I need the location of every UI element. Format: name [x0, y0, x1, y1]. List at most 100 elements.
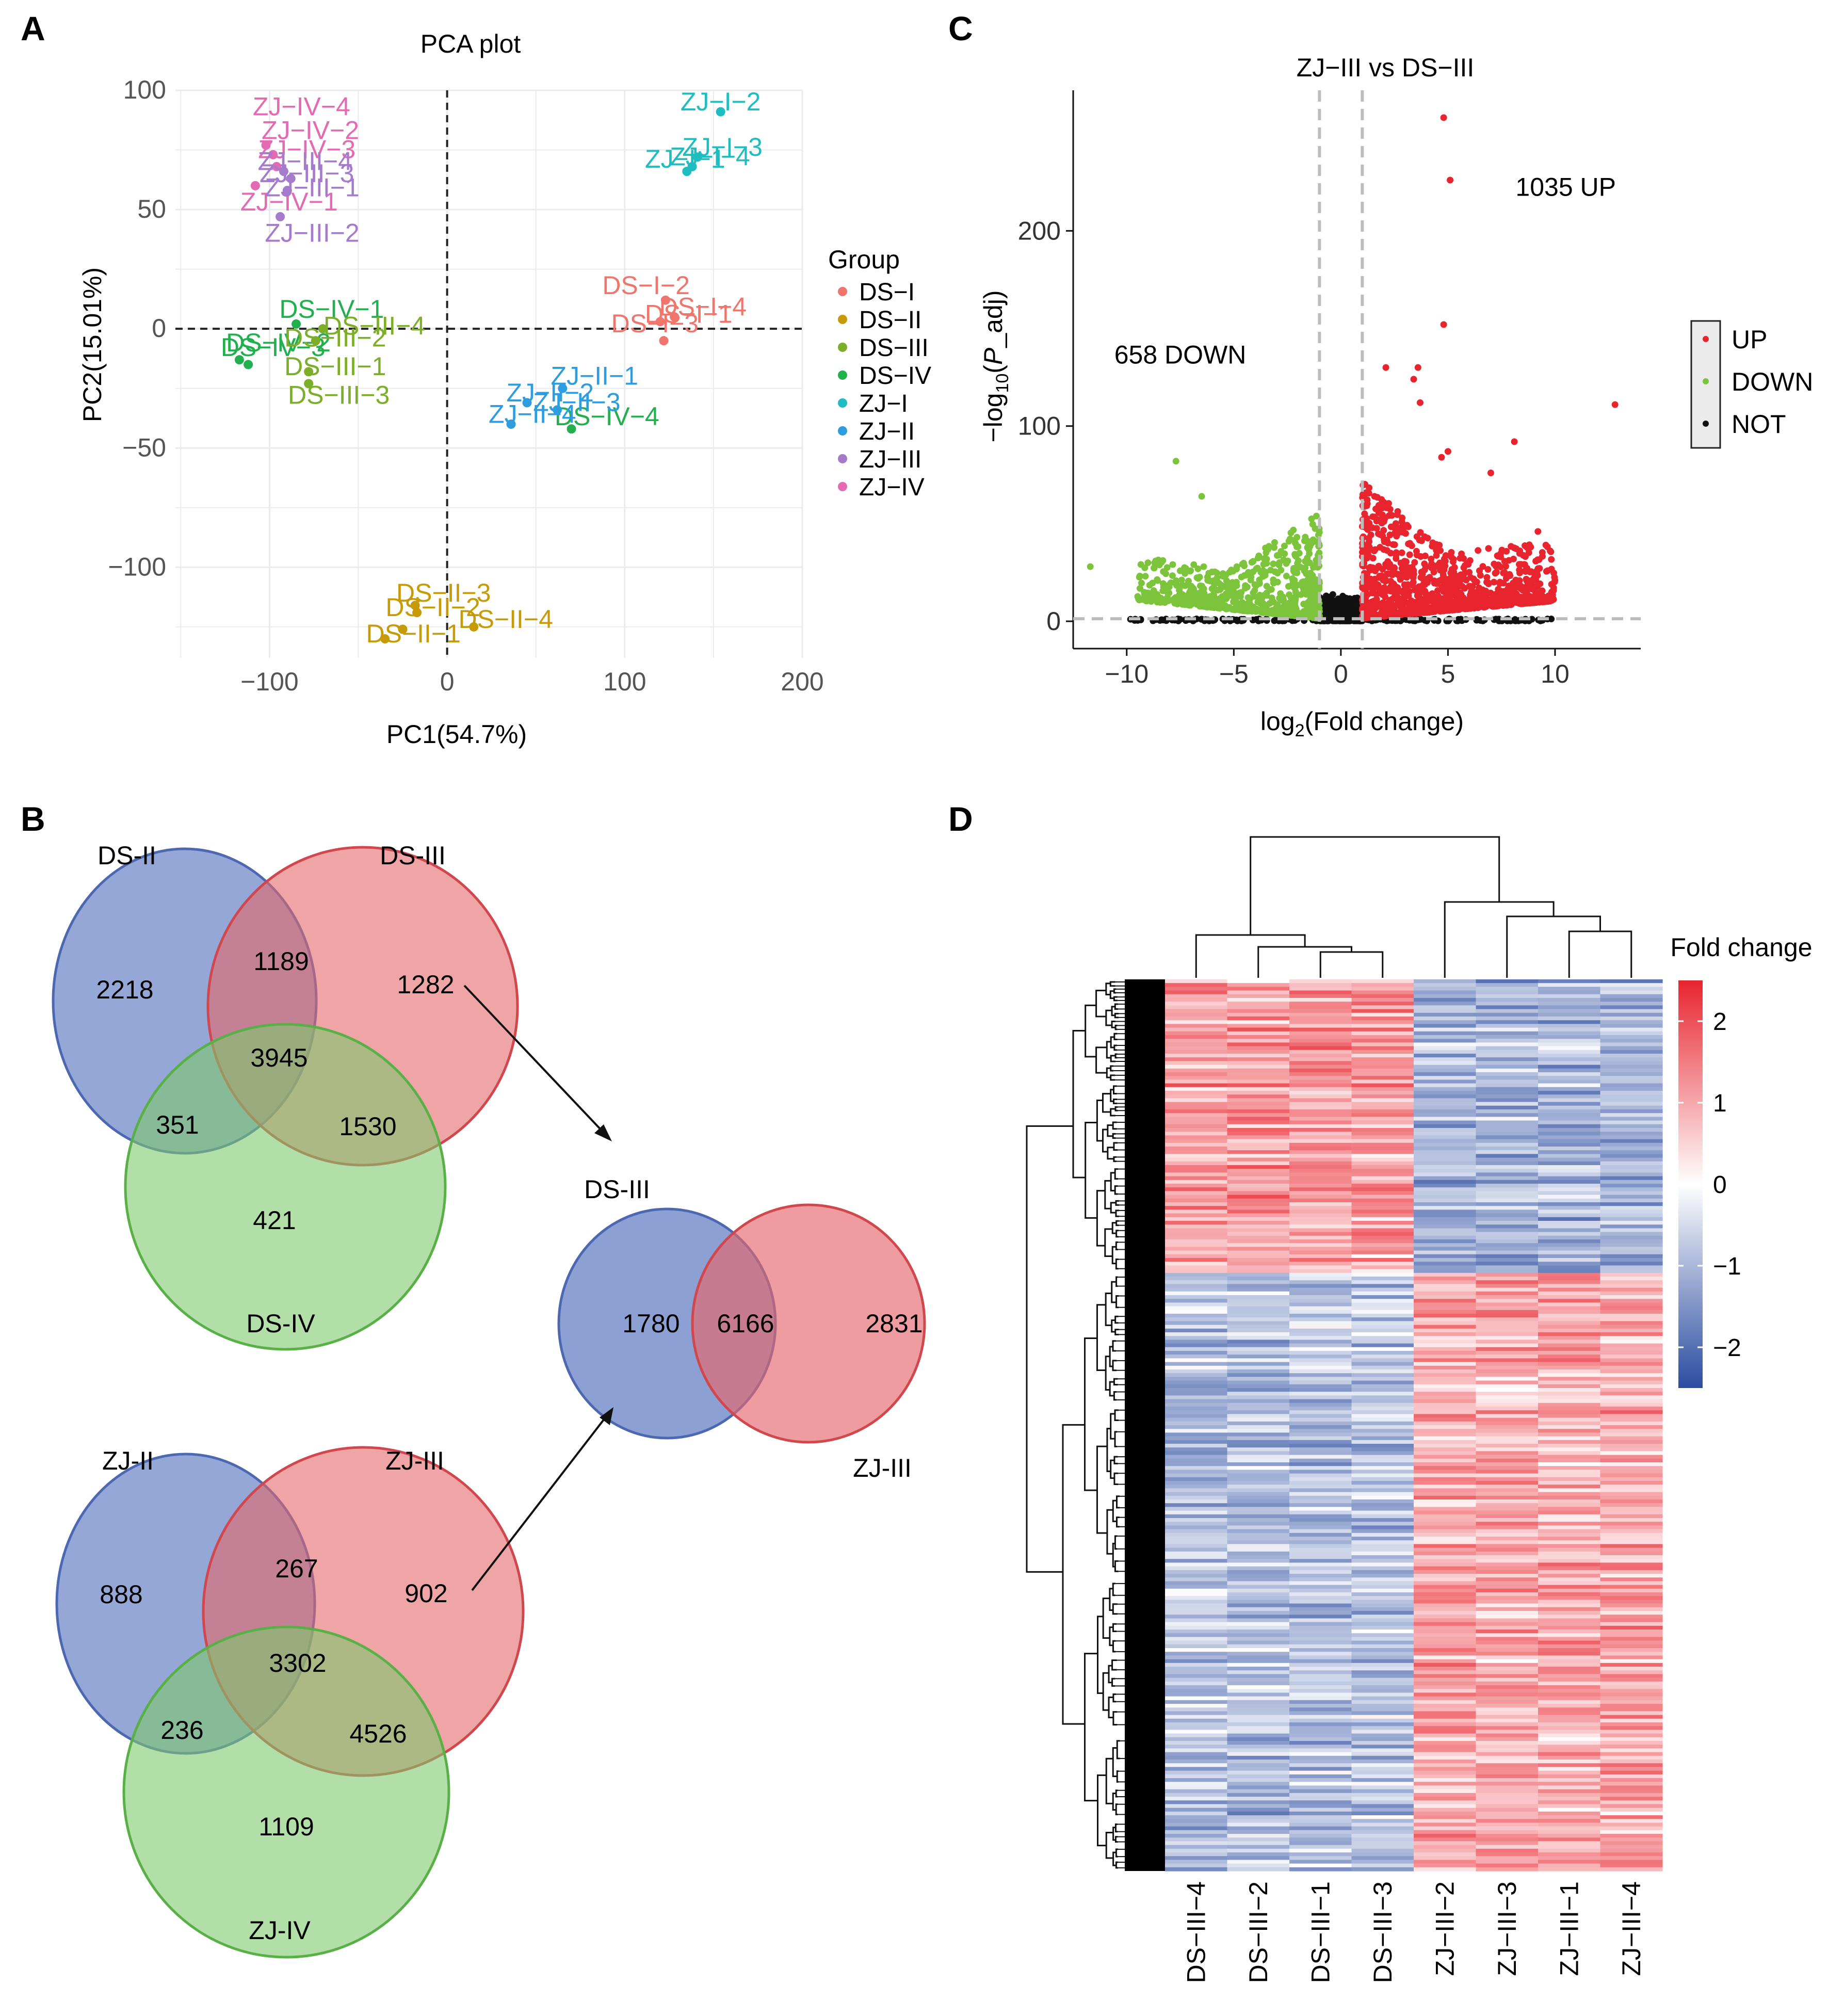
volcano-point-not	[1341, 608, 1348, 616]
heatmap-cell	[1165, 1436, 1228, 1441]
heatmap-cell	[1600, 1325, 1663, 1329]
volcano-point-down	[1293, 569, 1301, 576]
heatmap-cell	[1600, 1808, 1663, 1812]
heatmap-cell	[1289, 1180, 1352, 1184]
heatmap-row-branch	[1112, 1747, 1118, 1777]
heatmap-cell	[1289, 1172, 1352, 1177]
volcano-point-up	[1441, 574, 1448, 582]
heatmap-cell	[1600, 1499, 1663, 1504]
heatmap-cell	[1165, 1540, 1228, 1544]
heatmap-cell	[1476, 1024, 1539, 1028]
heatmap-cell	[1414, 1574, 1477, 1578]
heatmap-cell	[1414, 1752, 1477, 1756]
heatmap-cell	[1351, 1057, 1414, 1061]
volcano-point-up	[1392, 520, 1399, 527]
volcano-legend-label: NOT	[1732, 410, 1786, 439]
heatmap-cell	[1414, 1600, 1477, 1604]
heatmap-cell	[1289, 1507, 1352, 1511]
heatmap-cell	[1600, 1392, 1663, 1396]
volcano-point-down	[1271, 568, 1279, 575]
heatmap-cell	[1351, 1365, 1414, 1370]
heatmap-cell	[1414, 1811, 1477, 1816]
heatmap-cell	[1476, 1232, 1539, 1236]
volcano-point-up	[1500, 579, 1507, 587]
heatmap-cell	[1414, 1503, 1477, 1507]
heatmap-cell	[1600, 1347, 1663, 1351]
heatmap-cell	[1289, 1050, 1352, 1054]
heatmap-cell	[1538, 1425, 1601, 1429]
heatmap-cell	[1600, 1407, 1663, 1411]
heatmap-col-branch	[1568, 930, 1632, 978]
heatmap-cell	[1351, 1477, 1414, 1481]
heatmap-cell	[1351, 1410, 1414, 1414]
heatmap-row-branch	[1116, 1770, 1119, 1783]
volcano-point-down	[1253, 582, 1260, 589]
heatmap-cell	[1476, 1272, 1539, 1277]
heatmap-cell	[1227, 1139, 1290, 1143]
heatmap-cell	[1600, 1577, 1663, 1582]
heatmap-cell	[1351, 1224, 1414, 1229]
heatmap-row-branch	[1112, 1121, 1117, 1130]
volcano-point-up	[1392, 529, 1399, 537]
heatmap-cell	[1351, 1819, 1414, 1823]
heatmap-cell	[1538, 1135, 1601, 1140]
volcano-point-down	[1304, 537, 1311, 544]
heatmap-cell	[1165, 1187, 1228, 1191]
heatmap-cell	[1351, 1800, 1414, 1804]
heatmap-cell	[1476, 1856, 1539, 1860]
pca-point	[292, 319, 301, 329]
heatmap-cell	[1165, 1332, 1228, 1336]
heatmap-cell	[1351, 1094, 1414, 1099]
heatmap-cell	[1476, 1485, 1539, 1489]
heatmap-cell	[1476, 1607, 1539, 1611]
heatmap-cell	[1476, 1132, 1539, 1136]
heatmap-cell	[1476, 983, 1539, 987]
venn-ds-only-iv: 421	[253, 1206, 296, 1235]
heatmap-cell	[1351, 1678, 1414, 1682]
heatmap-cell	[1289, 1098, 1352, 1103]
heatmap-cell	[1600, 1837, 1663, 1842]
heatmap-cell	[1165, 1845, 1228, 1849]
heatmap-cell	[1227, 1529, 1290, 1534]
volcano-point-up	[1491, 578, 1498, 586]
heatmap-cell	[1600, 1287, 1663, 1292]
volcano-point-down	[1266, 600, 1273, 607]
volcano-point-up	[1375, 590, 1382, 597]
heatmap-cell	[1351, 1841, 1414, 1846]
heatmap-cell	[1227, 1473, 1290, 1478]
heatmap-cell	[1414, 1012, 1477, 1017]
heatmap-cell	[1538, 1243, 1601, 1247]
heatmap-cell	[1227, 1655, 1290, 1660]
heatmap-cell	[1476, 1017, 1539, 1021]
heatmap-cell	[1227, 1027, 1290, 1032]
heatmap-cell	[1414, 1722, 1477, 1727]
heatmap-cell	[1600, 1574, 1663, 1578]
heatmap-cell	[1600, 1555, 1663, 1559]
heatmap-cell	[1351, 1655, 1414, 1660]
heatmap-cell	[1476, 998, 1539, 1002]
heatmap-cell	[1227, 1347, 1290, 1351]
heatmap-cell	[1227, 1618, 1290, 1623]
heatmap-cell	[1289, 1533, 1352, 1537]
heatmap-cell	[1165, 1369, 1228, 1374]
heatmap-cell	[1289, 1537, 1352, 1541]
heatmap-cell	[1414, 1232, 1477, 1236]
heatmap-cell	[1414, 1228, 1477, 1233]
heatmap-cell	[1165, 1054, 1228, 1058]
heatmap-cell	[1538, 1473, 1601, 1478]
heatmap-cell	[1414, 1083, 1477, 1088]
heatmap-cell	[1351, 1087, 1414, 1091]
heatmap-cell	[1227, 994, 1290, 998]
heatmap-cell	[1351, 1525, 1414, 1530]
heatmap-cell	[1476, 1113, 1539, 1117]
heatmap-cell	[1600, 1667, 1663, 1671]
heatmap-cell	[1289, 1789, 1352, 1794]
volcano-point-down	[1141, 595, 1148, 603]
heatmap-cell	[1289, 1867, 1352, 1872]
heatmap-cell	[1351, 1258, 1414, 1262]
volcano-point-up	[1527, 543, 1534, 551]
heatmap-row-branch	[1111, 1659, 1117, 1671]
heatmap-cell	[1289, 1277, 1352, 1281]
heatmap-cell	[1538, 1692, 1601, 1697]
heatmap-cell	[1165, 1451, 1228, 1456]
